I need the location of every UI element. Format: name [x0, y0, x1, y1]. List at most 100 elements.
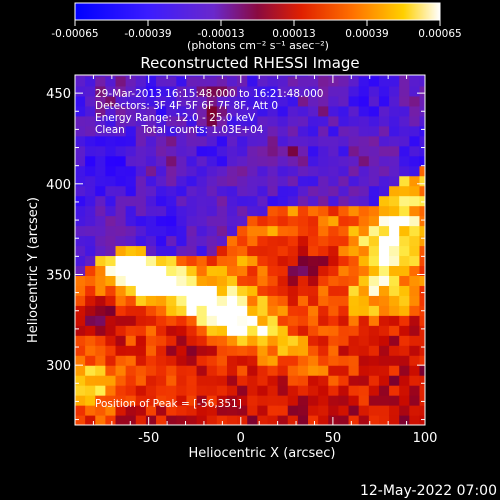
- heatmap-cell: [226, 385, 238, 396]
- heatmap-cell: [75, 95, 86, 107]
- heatmap-cell: [308, 85, 319, 97]
- heatmap-cell: [368, 165, 380, 177]
- heatmap-cell: [237, 405, 248, 416]
- heatmap-cell: [358, 75, 370, 87]
- colorbar-tick-label: -0.00013: [197, 28, 244, 40]
- heatmap-cell: [176, 345, 188, 356]
- heatmap-cell: [247, 155, 258, 167]
- heatmap-cell: [257, 105, 269, 117]
- heatmap-cell: [399, 75, 410, 77]
- heatmap-cell: [297, 345, 309, 356]
- heatmap-cell: [247, 315, 258, 326]
- heatmap-cell: [206, 175, 218, 187]
- heatmap-cell: [226, 125, 238, 137]
- y-tick-label: 400: [46, 178, 71, 193]
- heatmap-cell: [95, 315, 106, 326]
- heatmap-cell: [206, 345, 218, 356]
- heatmap-cell: [389, 345, 400, 356]
- heatmap-cell: [237, 225, 248, 237]
- heatmap-cell: [85, 265, 96, 276]
- heatmap-cell: [105, 395, 117, 406]
- heatmap-cell: [338, 75, 350, 77]
- heatmap-cell: [115, 165, 127, 177]
- heatmap-cell: [318, 265, 329, 276]
- heatmap-cell: [277, 285, 289, 296]
- heatmap-cell: [318, 255, 329, 267]
- heatmap-cell: [247, 205, 258, 217]
- heatmap-cell: [247, 395, 258, 406]
- heatmap-cell: [237, 275, 248, 286]
- heatmap-cell: [378, 345, 390, 356]
- heatmap-cell: [145, 275, 157, 286]
- heatmap-cell: [216, 95, 228, 107]
- heatmap-cell: [297, 285, 309, 296]
- heatmap-cell: [287, 105, 299, 117]
- x-tick-label: 100: [413, 431, 438, 446]
- heatmap-cell: [399, 305, 410, 316]
- heatmap-cell: [419, 385, 425, 396]
- heatmap-cell: [308, 165, 319, 177]
- heatmap-cell: [75, 255, 86, 267]
- heatmap-cell: [378, 225, 390, 237]
- heatmap-cell: [206, 225, 218, 237]
- heatmap-cell: [257, 195, 269, 207]
- heatmap-cell: [156, 295, 167, 306]
- heatmap-cell: [297, 305, 309, 316]
- heatmap-cell: [166, 345, 177, 356]
- heatmap-cell: [419, 115, 425, 127]
- heatmap-cell: [135, 205, 147, 217]
- heatmap-cell: [216, 125, 228, 137]
- heatmap-cell: [216, 165, 228, 177]
- heatmap-cell: [135, 355, 147, 366]
- heatmap-cell: [287, 255, 299, 267]
- heatmap-cell: [166, 315, 177, 326]
- heatmap-cell: [338, 135, 350, 147]
- heatmap-cell: [257, 295, 269, 306]
- heatmap-cell: [85, 385, 96, 396]
- heatmap-cell: [135, 275, 147, 286]
- heatmap-cell: [267, 155, 279, 167]
- heatmap-cell: [145, 405, 157, 416]
- heatmap-cell: [196, 155, 208, 167]
- heatmap-image: [75, 75, 425, 425]
- heatmap-cell: [75, 275, 86, 286]
- heatmap-cell: [297, 205, 309, 217]
- heatmap-cell: [135, 265, 147, 276]
- heatmap-cell: [287, 365, 299, 376]
- heatmap-cell: [166, 75, 177, 77]
- heatmap-cell: [226, 295, 238, 306]
- heatmap-cell: [105, 165, 117, 177]
- heatmap-cell: [277, 245, 289, 257]
- heatmap-cell: [206, 305, 218, 316]
- heatmap-cell: [237, 385, 248, 396]
- heatmap-cell: [338, 325, 350, 336]
- heatmap-cell: [308, 185, 319, 197]
- heatmap-cell: [348, 415, 360, 425]
- heatmap-cell: [318, 395, 329, 406]
- heatmap-cell: [115, 355, 127, 366]
- heatmap-cell: [75, 245, 86, 257]
- heatmap-cell: [318, 375, 329, 386]
- heatmap-cell: [115, 415, 127, 425]
- heatmap-cell: [95, 85, 106, 97]
- heatmap-cell: [115, 185, 127, 197]
- heatmap-cell: [237, 205, 248, 217]
- heatmap-cell: [105, 75, 117, 87]
- heatmap-cell: [257, 345, 269, 356]
- heatmap-cell: [145, 295, 157, 306]
- y-tick-label: 350: [46, 268, 71, 283]
- heatmap-cell: [399, 355, 410, 366]
- heatmap-cell: [156, 215, 167, 227]
- heatmap-cell: [226, 155, 238, 167]
- heatmap-cell: [368, 205, 380, 217]
- heatmap-cell: [328, 355, 340, 366]
- heatmap-cell: [75, 375, 86, 386]
- heatmap-cell: [348, 335, 360, 346]
- heatmap-cell: [125, 305, 137, 316]
- heatmap-cell: [358, 185, 370, 197]
- heatmap-cell: [297, 365, 309, 376]
- heatmap-cell: [115, 275, 127, 286]
- heatmap-cell: [328, 335, 340, 346]
- heatmap-cell: [368, 125, 380, 137]
- heatmap-cell: [216, 235, 228, 247]
